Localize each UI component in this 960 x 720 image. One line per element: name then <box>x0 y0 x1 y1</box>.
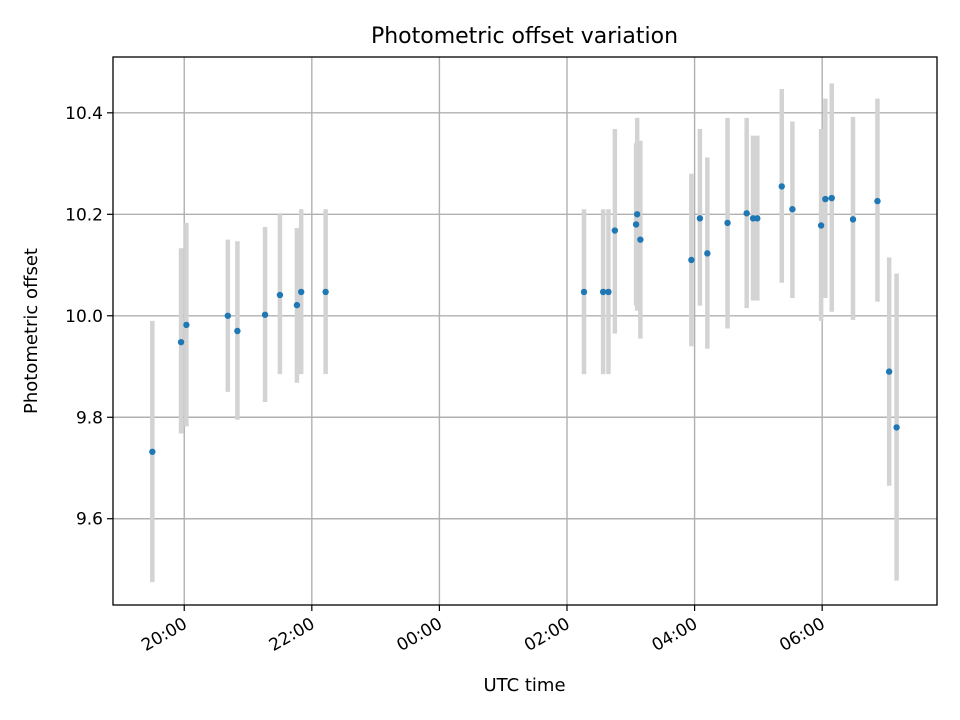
data-point <box>149 448 156 455</box>
data-point <box>789 206 796 213</box>
x-axis-label: UTC time <box>483 675 565 696</box>
data-point <box>778 183 785 190</box>
data-point <box>724 219 731 227</box>
data-point <box>817 222 825 229</box>
chart-title: Photometric offset variation <box>371 24 678 49</box>
data-point <box>293 301 301 309</box>
x-tick-label: 20:00 <box>138 614 190 656</box>
data-point <box>637 236 644 243</box>
data-point <box>261 311 269 318</box>
plot-frame <box>112 56 938 606</box>
y-tick-label: 9.8 <box>76 408 103 428</box>
data-point <box>224 312 232 319</box>
data-point <box>688 256 695 264</box>
data-points <box>149 183 900 455</box>
y-tick-label: 10.0 <box>65 307 103 327</box>
x-tick-label: 02:00 <box>521 614 573 656</box>
data-point <box>893 424 900 431</box>
data-point <box>874 197 881 205</box>
y-axis-ticks: 9.6 9.8 10.0 10.2 10.4 <box>65 104 113 530</box>
data-point <box>754 215 761 222</box>
data-point <box>611 227 619 234</box>
y-tick-label: 10.4 <box>65 104 103 124</box>
x-tick-label: 04:00 <box>649 614 701 656</box>
data-point <box>633 211 641 218</box>
data-point <box>704 250 711 257</box>
data-point <box>183 321 190 329</box>
data-point <box>234 327 241 335</box>
data-point <box>605 288 612 296</box>
x-tick-label: 22:00 <box>266 614 318 656</box>
data-point <box>743 210 750 217</box>
data-point <box>885 368 893 375</box>
data-point <box>177 338 185 346</box>
y-tick-label: 9.6 <box>76 510 103 530</box>
x-tick-label: 06:00 <box>776 614 828 656</box>
y-tick-label: 10.2 <box>65 205 103 225</box>
data-point <box>822 195 829 203</box>
error-bars <box>150 83 899 583</box>
data-point <box>599 288 607 296</box>
data-point <box>828 194 835 202</box>
data-point <box>580 288 588 296</box>
x-tick-label: 00:00 <box>393 614 445 656</box>
data-point <box>696 215 704 222</box>
data-point <box>297 288 305 296</box>
data-point <box>632 221 640 228</box>
data-point <box>849 216 857 223</box>
y-axis-label: Photometric offset <box>21 248 42 414</box>
data-point <box>322 288 329 296</box>
x-axis-ticks: 20:00 22:00 00:00 02:00 04:00 06:00 <box>138 605 829 656</box>
data-point <box>276 291 284 299</box>
